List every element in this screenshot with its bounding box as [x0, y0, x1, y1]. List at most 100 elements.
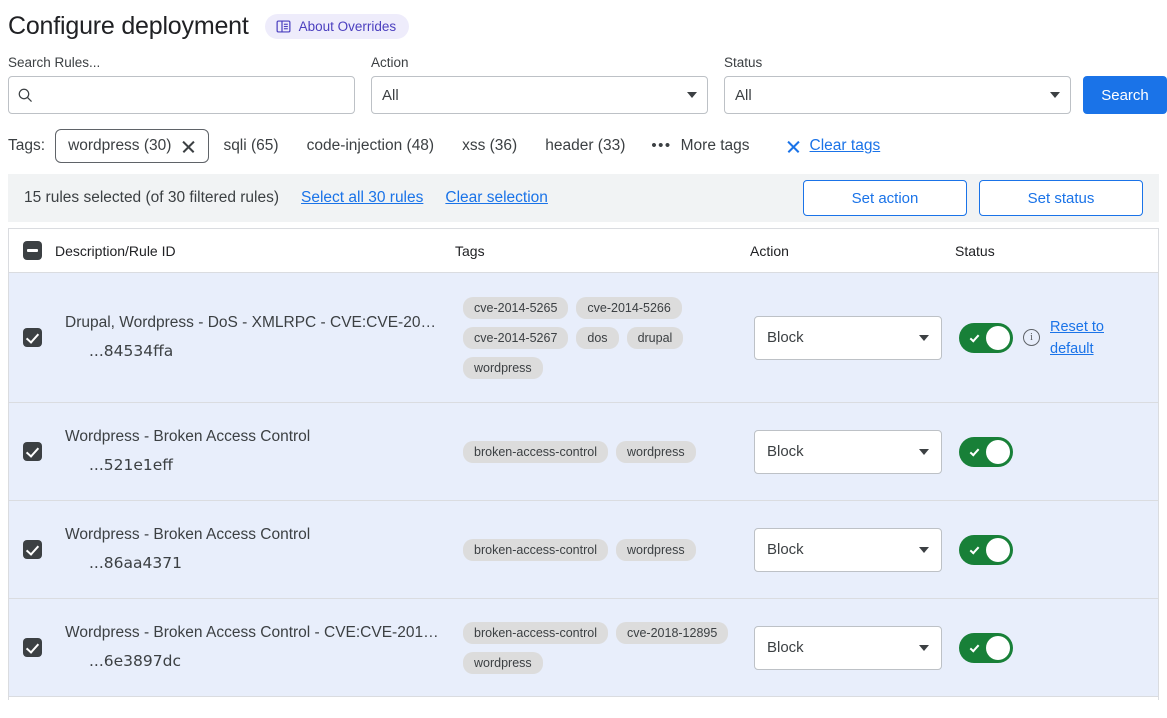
about-overrides-label: About Overrides — [298, 18, 397, 34]
toggle-knob — [986, 325, 1010, 350]
rule-action-select[interactable]: Block — [754, 429, 942, 474]
rule-tag: broken-access-control — [463, 440, 608, 463]
table-row: Wordpress - Broken Access Control ...521… — [9, 403, 1158, 501]
search-rules-field: Search Rules... — [8, 55, 355, 114]
clear-tags-label: Clear tags — [809, 137, 881, 154]
rule-action-value: Block — [767, 541, 804, 558]
rule-tag: cve-2014-5265 — [463, 296, 569, 319]
rule-description: Wordpress - Broken Access Control — [65, 525, 311, 543]
rule-id: ...86aa4371 — [89, 553, 182, 572]
rule-tag: wordpress — [615, 538, 696, 561]
search-input[interactable] — [34, 85, 344, 105]
action-filter-value: All — [381, 86, 399, 104]
rule-status-toggle[interactable] — [959, 436, 1013, 467]
more-tags-label: More tags — [680, 137, 750, 154]
rule-tags-cell: broken-access-control cve-2018-12895 wor… — [455, 616, 750, 680]
rule-action-select[interactable]: Block — [754, 625, 942, 670]
rule-tag: wordpress — [463, 651, 543, 674]
rule-status-cell — [955, 632, 1158, 663]
search-rules-label: Search Rules... — [8, 55, 101, 70]
rule-tag: cve-2014-5267 — [463, 326, 569, 349]
tag-option-sqli[interactable]: sqli (65) — [223, 137, 279, 154]
rule-description: Drupal, Wordpress - DoS - XMLRPC - CVE:C… — [65, 313, 441, 331]
rules-table: Description/Rule ID Tags Action Status D… — [8, 228, 1159, 700]
close-icon[interactable] — [181, 139, 196, 154]
status-filter-value: All — [735, 86, 752, 104]
toggle-knob — [986, 635, 1010, 660]
row-checkbox[interactable] — [22, 540, 42, 559]
more-tags-button[interactable]: ••• More tags — [639, 130, 761, 162]
clear-tags-button[interactable]: Clear tags — [774, 130, 893, 162]
status-filter-select[interactable]: All — [724, 76, 1071, 114]
row-checkbox[interactable] — [22, 328, 42, 347]
search-button[interactable]: Search — [1082, 76, 1167, 114]
table-row: Drupal, Wordpress - DoS - XMLRPC - CVE:C… — [9, 273, 1158, 403]
rule-id: ...84534ffa — [89, 341, 174, 360]
rule-description-cell: Wordpress - Broken Access Control - CVE:… — [55, 614, 455, 682]
rule-action-value: Block — [767, 443, 804, 460]
status-filter-field: Status All — [724, 55, 1071, 114]
table-row: Wordpress - Broken Access Control - CVE:… — [9, 599, 1158, 697]
rule-action-select[interactable]: Block — [754, 527, 942, 572]
rule-description-cell: Wordpress - Broken Access Control ...86a… — [55, 516, 455, 584]
action-filter-field: Action All — [370, 55, 708, 114]
column-header-tags: Tags — [455, 242, 485, 259]
column-header-description: Description/Rule ID — [55, 242, 176, 259]
action-filter-select[interactable]: All — [370, 76, 708, 114]
rule-tags-cell: broken-access-control wordpress — [455, 435, 750, 469]
check-icon — [969, 641, 980, 653]
clear-selection-link[interactable]: Clear selection — [445, 189, 548, 206]
tag-option-header[interactable]: header (33) — [545, 137, 626, 154]
tag-option-xss[interactable]: xss (36) — [462, 137, 518, 154]
set-action-button[interactable]: Set action — [803, 180, 967, 216]
rule-description: Wordpress - Broken Access Control - CVE:… — [65, 623, 441, 641]
rule-status-toggle[interactable] — [959, 534, 1013, 565]
rule-tag: broken-access-control — [463, 538, 608, 561]
check-icon — [969, 331, 980, 343]
selection-bar: 15 rules selected (of 30 filtered rules)… — [8, 174, 1159, 222]
rule-status-toggle[interactable] — [959, 632, 1013, 663]
select-all-checkbox[interactable] — [22, 241, 42, 260]
chevron-down-icon — [919, 334, 929, 341]
rule-action-cell: Block — [750, 625, 955, 670]
reset-to-default-link[interactable]: Reset to default — [1050, 318, 1104, 357]
page-title: Configure deployment — [8, 11, 249, 40]
rule-tag: cve-2014-5266 — [576, 296, 682, 319]
filter-bar: Search Rules... Action All Status All Se… — [0, 44, 1167, 114]
ellipsis-icon: ••• — [651, 137, 672, 154]
set-status-button[interactable]: Set status — [979, 180, 1143, 216]
tag-option-code-injection[interactable]: code-injection (48) — [306, 137, 435, 154]
overrides-doc-icon — [276, 19, 291, 34]
chevron-down-icon — [919, 448, 929, 455]
rule-description-cell: Wordpress - Broken Access Control ...521… — [55, 418, 455, 486]
tag-chip-selected[interactable]: wordpress (30) — [55, 129, 210, 163]
rule-action-cell: Block — [750, 527, 955, 572]
search-input-box[interactable] — [8, 76, 355, 114]
selection-count-text: 15 rules selected (of 30 filtered rules) — [24, 189, 280, 206]
chevron-down-icon — [687, 92, 697, 98]
tags-bar: Tags: wordpress (30) sqli (65) code-inje… — [0, 114, 1167, 166]
row-checkbox[interactable] — [22, 638, 42, 657]
toggle-knob — [986, 439, 1010, 464]
rule-status-cell — [955, 534, 1158, 565]
info-icon[interactable]: i — [1023, 329, 1040, 346]
rule-description: Wordpress - Broken Access Control — [65, 427, 311, 445]
about-overrides-chip[interactable]: About Overrides — [264, 13, 410, 39]
table-row: Wordpress - Broken Access Control ...86a… — [9, 501, 1158, 599]
rule-status-cell: i Reset to default — [955, 316, 1158, 360]
rule-action-cell: Block — [750, 429, 955, 474]
rule-status-toggle[interactable] — [959, 322, 1013, 353]
page-header: Configure deployment About Overrides — [0, 0, 1167, 44]
rule-tag: broken-access-control — [463, 621, 608, 644]
select-all-link[interactable]: Select all 30 rules — [301, 189, 424, 206]
column-header-status: Status — [955, 242, 995, 259]
status-filter-label: Status — [724, 55, 763, 70]
chevron-down-icon — [919, 546, 929, 553]
row-checkbox[interactable] — [22, 442, 42, 461]
tag-chip-selected-label: wordpress (30) — [68, 137, 172, 154]
tags-label: Tags: — [8, 137, 46, 154]
rule-tag: wordpress — [615, 440, 696, 463]
row-checkbox-cell — [9, 328, 55, 347]
rule-action-select[interactable]: Block — [754, 315, 942, 360]
table-header-row: Description/Rule ID Tags Action Status — [9, 229, 1158, 273]
